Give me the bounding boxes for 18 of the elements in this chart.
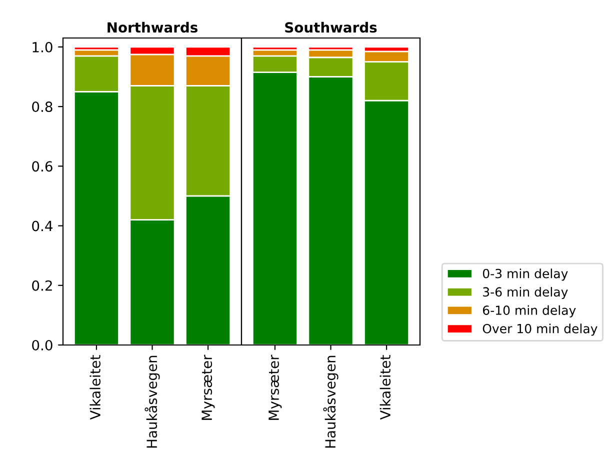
y-tick-label: 0.0 xyxy=(32,340,52,350)
x-tick-label: Myrsæter xyxy=(202,354,215,420)
x-tick-label: Haukåsvegen xyxy=(144,356,160,448)
y-tick-label: 1.0 xyxy=(32,42,52,52)
legend-label: 3-6 min delay xyxy=(483,286,568,300)
y-tick-label: 0.8 xyxy=(32,102,52,112)
y-tick-label: 0.6 xyxy=(32,161,52,172)
legend-label: 0-3 min delay xyxy=(482,268,568,281)
x-tick-label: Vikaleitet xyxy=(380,355,391,420)
x-tick-label: Vikaleitet xyxy=(90,355,100,420)
legend-label: Over 10 min delay xyxy=(482,324,598,336)
x-tick-label: Myrsæter xyxy=(268,354,282,420)
chart-title: Southwards xyxy=(285,22,377,33)
y-tick-label: 0.2 xyxy=(32,280,52,291)
x-tick-label: Haukåsvegen xyxy=(323,356,338,448)
y-tick-label: 0.4 xyxy=(32,220,52,232)
chart-title: Northwards xyxy=(108,22,198,33)
legend-label: 6-10 min delay xyxy=(483,305,576,318)
